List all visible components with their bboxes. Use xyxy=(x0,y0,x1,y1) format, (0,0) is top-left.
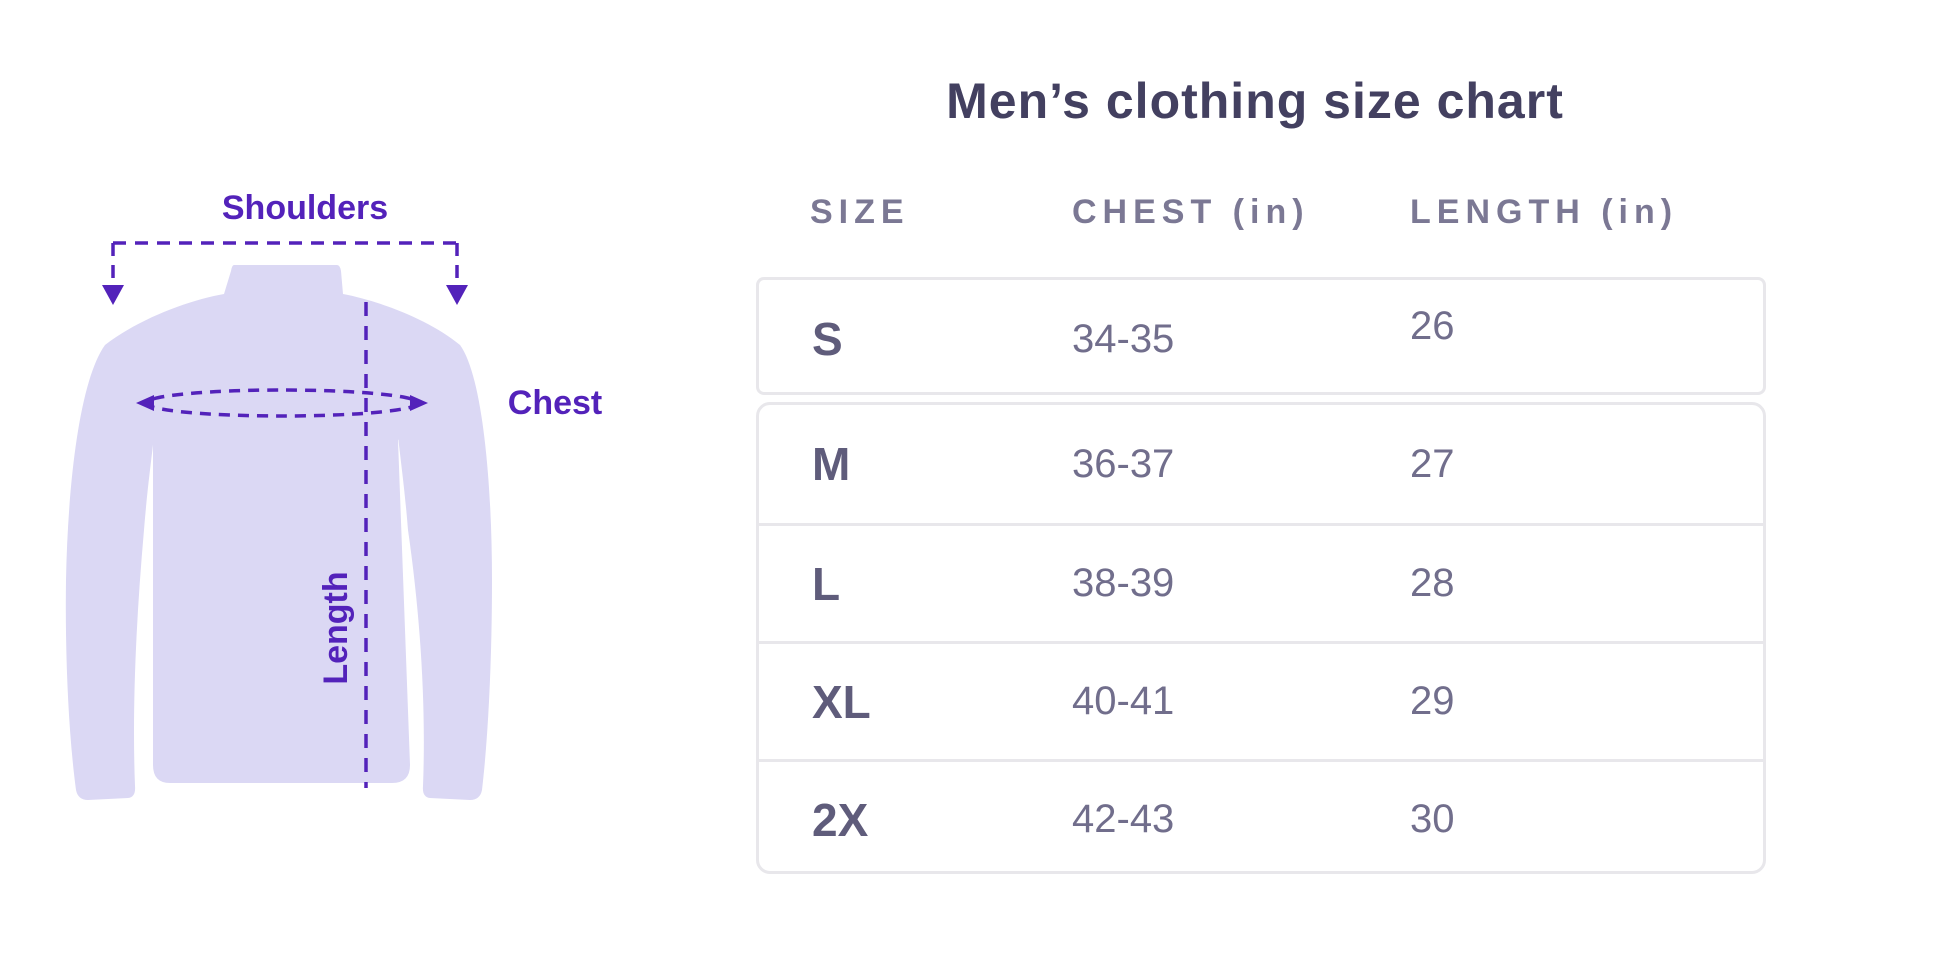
column-header-chest: CHEST (in) xyxy=(1072,193,1310,231)
arrow-right-icon xyxy=(410,395,428,411)
length-cell: 26 xyxy=(1410,303,1455,348)
chest-cell: 38-39 xyxy=(1072,561,1175,605)
length-cell: 29 xyxy=(1410,679,1455,723)
size-cell: M xyxy=(812,438,851,490)
length-cell: 28 xyxy=(1410,561,1455,605)
chest-cell: 42-43 xyxy=(1072,797,1175,841)
table-row: M 36-37 27 xyxy=(759,405,1763,523)
length-label: Length xyxy=(317,571,355,685)
table-body: M 36-37 27 L 38-39 28 XL 40-41 29 2X 42-… xyxy=(756,402,1766,874)
table-row: XL 40-41 29 xyxy=(759,641,1763,759)
size-cell: S xyxy=(812,313,843,365)
shoulders-label: Shoulders xyxy=(221,189,389,227)
arrow-down-right-icon xyxy=(446,285,468,305)
table-row: L 38-39 28 xyxy=(759,523,1763,641)
shirt-illustration xyxy=(65,241,492,800)
chest-label: Chest xyxy=(507,384,603,422)
size-cell: L xyxy=(812,557,841,610)
shirt-left-sleeve xyxy=(65,344,156,800)
column-header-length: LENGTH (in) xyxy=(1410,193,1679,231)
table-row: S 34-35 26 xyxy=(756,277,1766,395)
length-cell: 27 xyxy=(1410,441,1455,486)
chest-cell: 34-35 xyxy=(1072,316,1175,361)
chest-cell: 40-41 xyxy=(1072,679,1175,723)
page-title: Men’s clothing size chart xyxy=(946,73,1564,129)
arrow-left-icon xyxy=(136,395,154,411)
shoulders-measure-arrow xyxy=(111,241,459,283)
size-cell: XL xyxy=(812,675,871,728)
arrow-down-left-icon xyxy=(102,285,124,305)
chest-cell: 36-37 xyxy=(1072,441,1175,486)
table-row: 2X 42-43 30 xyxy=(759,759,1763,877)
length-cell: 30 xyxy=(1410,797,1455,841)
column-header-size: SIZE xyxy=(810,193,910,231)
size-cell: 2X xyxy=(812,793,869,846)
shirt-right-sleeve xyxy=(396,344,492,800)
